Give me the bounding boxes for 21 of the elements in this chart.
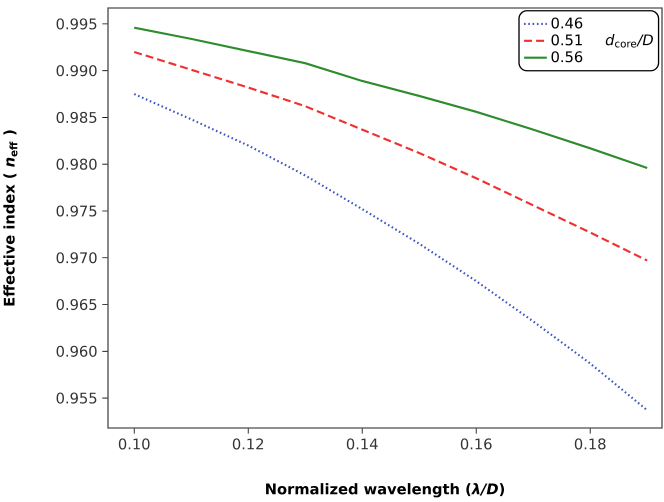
- y-tick-label: 0.970: [56, 252, 97, 264]
- y-tick-label: 0.985: [56, 112, 96, 123]
- x-tick-label: 0.14: [346, 438, 378, 450]
- x-axis-title: Normalized wavelength (λ/D): [266, 483, 504, 498]
- y-tick-label: 0.975: [56, 205, 96, 217]
- y-tick-label: 0.980: [56, 158, 97, 170]
- x-tick-label: 0.18: [574, 438, 606, 450]
- y-tick-label: 0.995: [56, 18, 96, 30]
- line-series: [133, 92, 648, 412]
- legend-label: 0.56: [552, 51, 582, 62]
- x-tick-label: 0.10: [118, 438, 150, 450]
- y-tick-label: 0.955: [56, 392, 96, 404]
- y-tick-label: 0.990: [56, 65, 97, 76]
- x-tick-label: 0.12: [232, 438, 264, 450]
- y-tick-label: 0.965: [56, 298, 96, 310]
- legend-title: d$_{core}$/D: [606, 34, 653, 48]
- y-tick-label: 0.960: [56, 346, 97, 357]
- legend-label: 0.46: [552, 17, 582, 29]
- y-axis-title: Effective index ( n$_{eff}$ ): [3, 130, 18, 306]
- legend-label: 0.51: [552, 34, 582, 46]
- x-tick-label: 0.16: [460, 438, 492, 450]
